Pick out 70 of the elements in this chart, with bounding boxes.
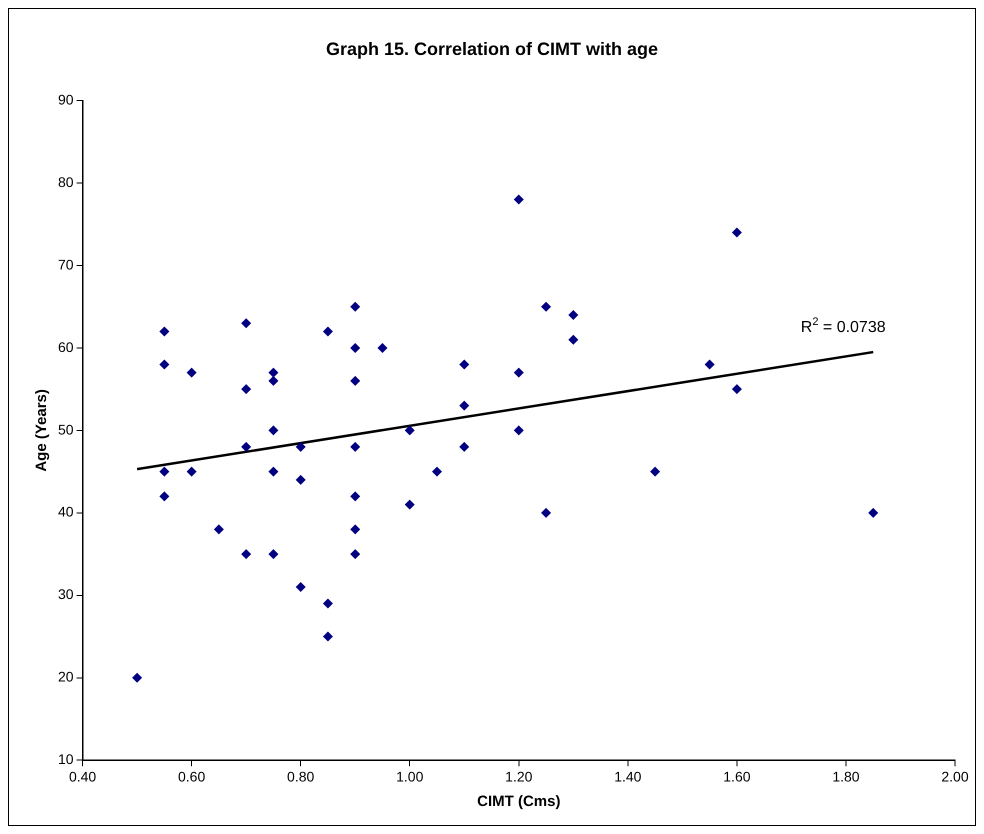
x-axis-title: CIMT (Cms)	[477, 793, 560, 810]
y-tick-label: 60	[58, 338, 74, 355]
point	[514, 425, 524, 436]
x-tick-label: 1.20	[505, 768, 533, 784]
point	[186, 368, 197, 378]
y-tick-label: 30	[58, 586, 74, 602]
point	[350, 549, 360, 560]
x-tick-label: 1.60	[723, 768, 751, 784]
point	[350, 491, 360, 502]
point	[377, 342, 388, 353]
point	[322, 598, 333, 609]
point	[159, 491, 170, 502]
point	[350, 342, 360, 353]
y-tick-label: 20	[58, 668, 74, 685]
x-tick-label: 0.60	[178, 768, 206, 784]
point	[650, 466, 660, 477]
point	[404, 425, 415, 436]
y-axis-title: Age (Years)	[33, 389, 50, 472]
point	[268, 466, 278, 477]
point	[322, 632, 333, 642]
point	[704, 359, 715, 370]
y-tick-label: 70	[58, 256, 74, 272]
y-tick-label: 40	[58, 504, 74, 520]
point	[350, 302, 360, 312]
point	[350, 442, 360, 452]
x-tick-label: 0.40	[68, 768, 96, 784]
point	[568, 334, 578, 345]
point	[159, 359, 170, 370]
y-tick-label: 90	[58, 91, 74, 108]
point	[241, 442, 252, 452]
point	[541, 302, 552, 312]
chart-title: Graph 15. Correlation of CIMT with age	[326, 38, 658, 59]
point	[868, 508, 878, 518]
x-tick-label: 0.80	[287, 768, 315, 784]
x-tick-label: 1.40	[614, 768, 642, 784]
point	[350, 524, 360, 534]
point	[186, 466, 197, 477]
point	[159, 466, 170, 477]
point	[732, 228, 742, 238]
y-tick-label: 80	[58, 174, 74, 190]
point	[241, 384, 252, 394]
point	[241, 318, 252, 328]
point	[296, 582, 306, 592]
point	[514, 194, 524, 205]
point	[268, 368, 278, 378]
point	[214, 524, 224, 534]
point	[159, 326, 170, 336]
x-tick-label: 2.00	[941, 768, 969, 784]
point	[568, 310, 578, 320]
point	[268, 376, 278, 386]
x-tick-label: 1.80	[832, 768, 860, 784]
y-tick-label: 10	[58, 751, 74, 768]
point	[268, 425, 278, 436]
point	[459, 442, 470, 452]
point	[268, 549, 278, 560]
point	[132, 672, 142, 683]
point	[459, 359, 470, 370]
point	[322, 326, 333, 336]
point	[541, 508, 552, 518]
point	[296, 442, 306, 452]
point	[404, 500, 415, 510]
point	[350, 376, 360, 386]
point	[296, 474, 306, 485]
y-tick-label: 50	[58, 421, 74, 438]
point	[514, 368, 524, 378]
x-tick-label: 1.00	[396, 768, 424, 784]
point	[241, 549, 252, 560]
point	[732, 384, 742, 394]
point	[432, 466, 442, 477]
point	[459, 400, 470, 411]
